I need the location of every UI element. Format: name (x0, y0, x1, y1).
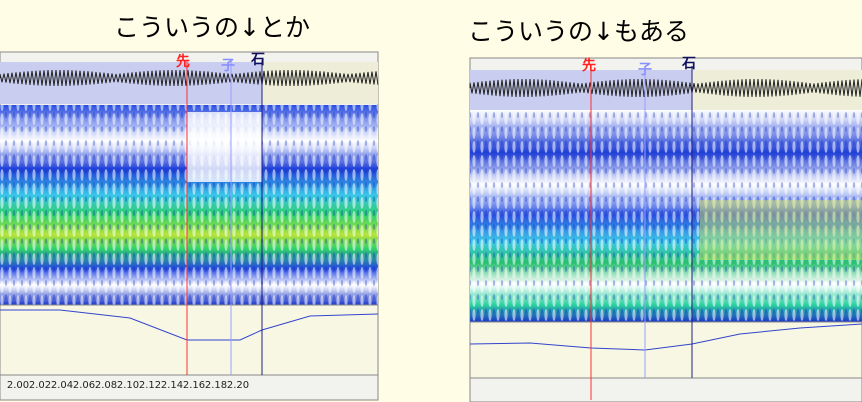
left-panel: 先 子 石 2.00 2.02 2.04 2.06 2.08 2.10 2.12 2.14 2.… (0, 51, 379, 401)
tick-label: 2.04 (51, 380, 73, 391)
tick-label: 2.20 (227, 380, 249, 391)
spectrogram-gap (187, 112, 262, 182)
tick-label: 2.10 (117, 380, 139, 391)
tick-label: 2.08 (95, 380, 117, 391)
marker-label: 先 (582, 57, 596, 74)
marker-label: 子 (638, 62, 652, 78)
marker-label: 石 (681, 56, 696, 72)
waveform (469, 78, 862, 98)
tick-label: 2.16 (183, 380, 205, 391)
spectrogram-highlight (700, 200, 862, 260)
tick-label: 2.00 (7, 380, 29, 391)
pitch-curve (0, 309, 379, 341)
pitch-area (469, 321, 862, 379)
tick-label: 2.18 (205, 380, 227, 391)
caption: こういうの↓とか (114, 13, 310, 42)
spectrogram-texture (470, 110, 862, 322)
tick-row: 2.00 2.02 2.04 2.06 2.08 2.10 2.12 2.14 2.16 2.18… (7, 380, 249, 391)
marker-label: 石 (250, 52, 265, 68)
unselected (262, 62, 378, 104)
waveform (0, 69, 379, 87)
caption: こういうの↓もある (468, 17, 689, 46)
tick-label: 2.02 (29, 380, 51, 391)
marker-label: 子 (221, 58, 235, 74)
tick-label: 2.06 (73, 380, 95, 391)
right-panel: 先 子 石 (469, 56, 862, 402)
pitch-curve (469, 323, 862, 351)
marker-label: 先 (176, 53, 190, 70)
tick-label: 2.14 (161, 380, 183, 391)
tick-label: 2.12 (139, 380, 161, 391)
